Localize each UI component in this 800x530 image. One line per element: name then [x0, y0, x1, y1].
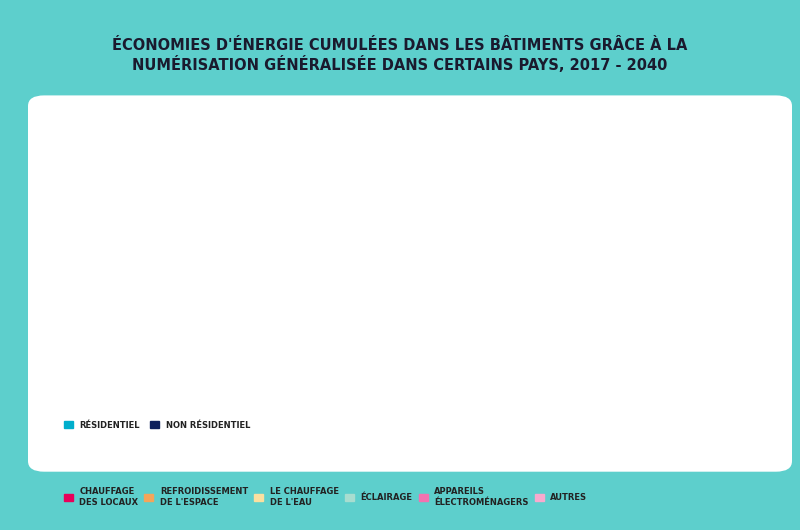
Bar [699, 224, 728, 243]
Bar [199, 311, 228, 387]
Bar [699, 198, 728, 224]
Bar [533, 209, 562, 387]
Bar [366, 270, 395, 387]
Bar [699, 262, 728, 281]
Bar [449, 235, 478, 243]
Bar [616, 292, 645, 387]
Bar [699, 281, 728, 387]
Bar [115, 326, 145, 360]
Bar [366, 247, 395, 270]
Bar [699, 243, 728, 262]
Bar [115, 360, 145, 387]
Bar [616, 160, 645, 292]
Legend: CHAUFFAGE
DES LOCAUX, REFROIDISSEMENT
DE L'ESPACE, LE CHAUFFAGE
DE L'EAU, ÉCLAIR: CHAUFFAGE DES LOCAUX, REFROIDISSEMENT DE… [60, 484, 590, 510]
Bar [699, 160, 728, 198]
Text: ÉCONOMIES D'ÉNERGIE CUMULÉES DANS LES BÂTIMENTS GRÂCE À LA
NUMÉRISATION GÉNÉRALI: ÉCONOMIES D'ÉNERGIE CUMULÉES DANS LES BÂ… [112, 38, 688, 73]
Bar [282, 277, 311, 285]
Bar [199, 292, 228, 311]
Bar [533, 156, 562, 209]
Bar [282, 285, 311, 387]
Legend: RÉSIDENTIEL, NON RÉSIDENTIEL: RÉSIDENTIEL, NON RÉSIDENTIEL [60, 418, 254, 433]
Bar [449, 243, 478, 387]
